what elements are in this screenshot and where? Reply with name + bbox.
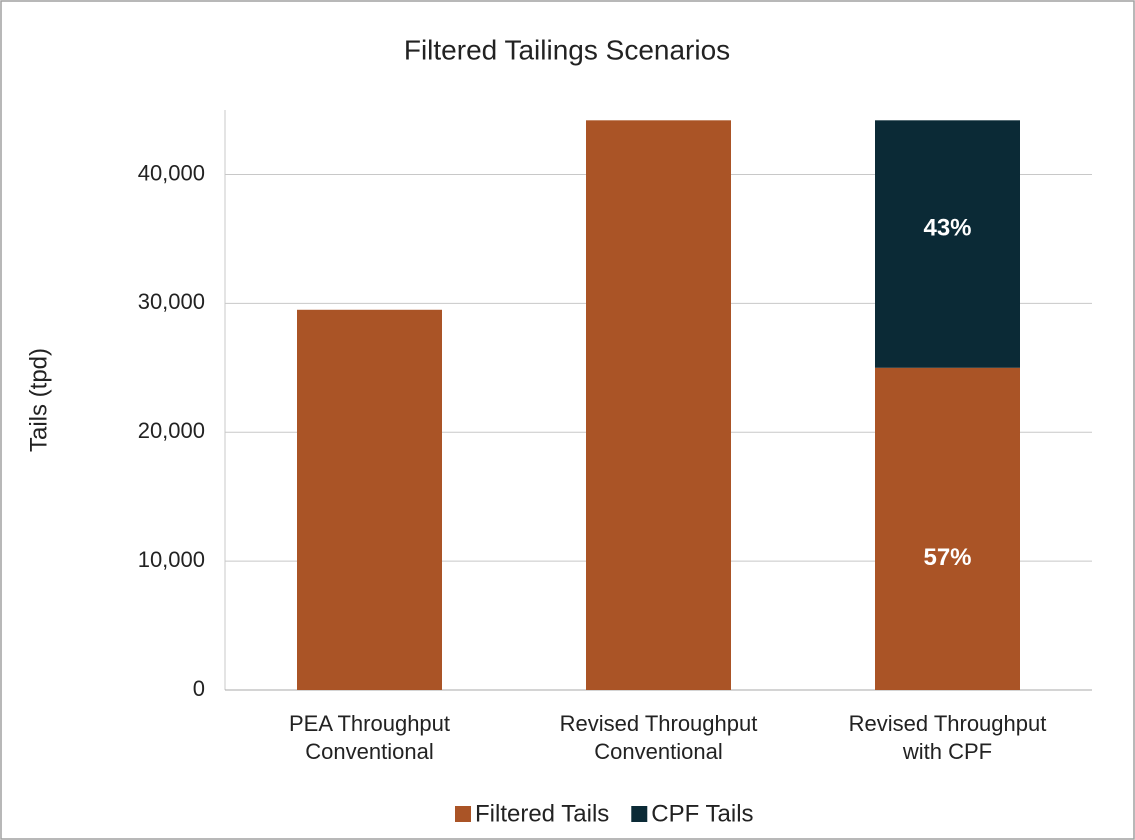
chart-title: Filtered Tailings Scenarios: [404, 34, 730, 65]
y-tick-label: 30,000: [138, 289, 205, 314]
y-tick-label: 0: [193, 676, 205, 701]
y-tick-label: 20,000: [138, 418, 205, 443]
y-tick-label: 10,000: [138, 547, 205, 572]
bar-segment: [875, 367, 1020, 690]
share-label: 57%: [923, 544, 971, 571]
x-tick-label: Conventional: [594, 739, 722, 764]
y-tick-label: 40,000: [138, 160, 205, 185]
bar-segment: [586, 120, 731, 691]
x-tick-label: PEA Throughput: [289, 711, 450, 736]
bar-segment: [297, 309, 442, 690]
x-tick-label: Revised Throughput: [849, 711, 1047, 736]
legend-label: Filtered Tails: [475, 800, 609, 827]
x-tick-label: Revised Throughput: [560, 711, 758, 736]
share-label: 43%: [923, 214, 971, 241]
x-tick-label: Conventional: [305, 739, 433, 764]
legend-swatch: [455, 806, 471, 822]
y-axis-label: Tails (tpd): [25, 348, 52, 452]
legend-swatch: [631, 806, 648, 822]
x-tick-label: with CPF: [902, 739, 992, 764]
legend-label: CPF Tails: [651, 800, 753, 827]
bar-segment: [875, 120, 1020, 368]
